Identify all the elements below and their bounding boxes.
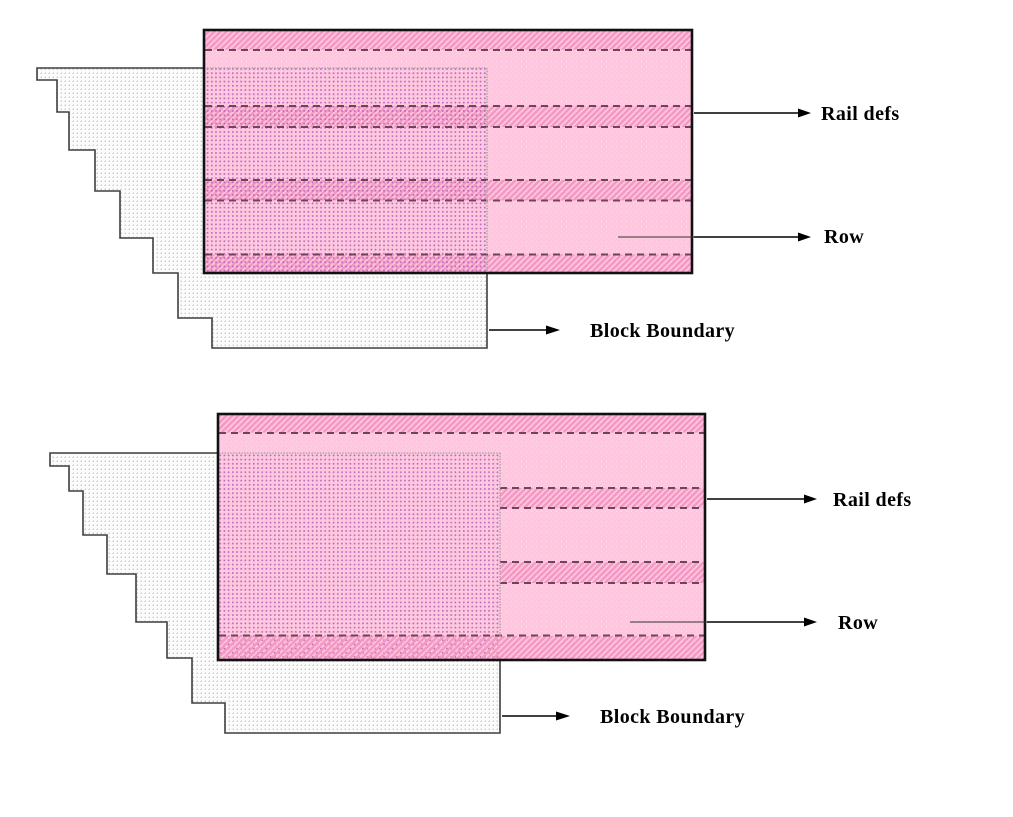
rail-defs-arrow-head	[798, 108, 811, 118]
rail-defs-label: Rail defs	[833, 489, 912, 511]
rail-def-strip-cut	[500, 562, 705, 583]
block-boundary-arrow-head	[556, 711, 570, 721]
overlap-region	[204, 68, 487, 273]
row-arrow-head	[798, 232, 811, 242]
block-edges-under-core	[219, 452, 501, 636]
rail-defs-arrow-head	[804, 494, 817, 504]
rail-def-strip	[218, 636, 705, 660]
rail-def-strip-cut	[500, 488, 705, 508]
block-boundary-callout: Block Boundary	[489, 320, 735, 342]
row-callout: Row	[618, 226, 864, 248]
row-label: Row	[838, 612, 878, 634]
core-area-border	[216, 412, 707, 662]
rail-def-strips	[218, 414, 705, 660]
block-boundary-arrow-head	[546, 325, 560, 335]
row-label: Row	[824, 226, 864, 248]
rail-def-strip	[204, 30, 692, 50]
overlap-region	[219, 453, 500, 659]
row-divider-lines	[219, 432, 704, 637]
rail-defs-callout: Rail defs	[707, 489, 912, 511]
rail-defs-callout: Rail defs	[694, 103, 900, 125]
figure-top: Rail defs Row Block Boundary	[36, 28, 900, 349]
block-boundary-callout: Block Boundary	[502, 706, 745, 728]
figure-bottom: Rail defs Row Block Boundary	[49, 412, 912, 734]
rail-defs-label: Rail defs	[821, 103, 900, 125]
block-edges-under-core	[204, 67, 488, 273]
row-callout: Row	[630, 612, 878, 634]
core-area-border	[202, 28, 694, 275]
block-boundary-label: Block Boundary	[600, 706, 745, 728]
block-boundary-label: Block Boundary	[590, 320, 735, 342]
row-arrow-head	[804, 617, 817, 627]
row-divider-lines	[205, 49, 691, 256]
rail-def-strip	[218, 414, 705, 433]
